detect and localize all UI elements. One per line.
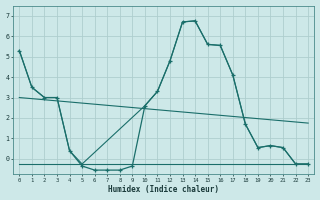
X-axis label: Humidex (Indice chaleur): Humidex (Indice chaleur) xyxy=(108,185,219,194)
